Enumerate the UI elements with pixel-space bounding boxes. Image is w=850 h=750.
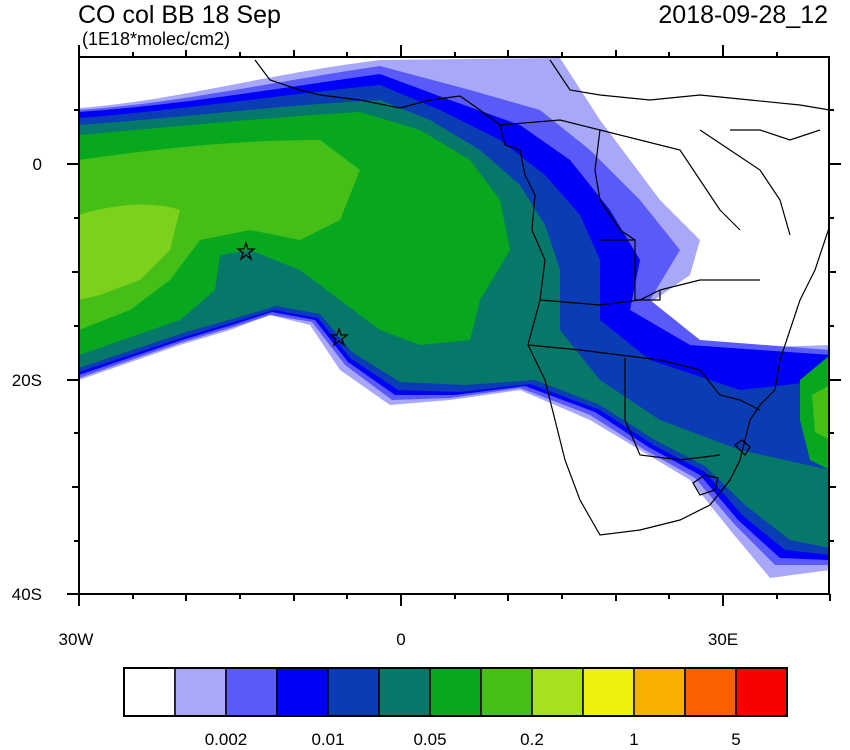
colorbar-swatch (276, 667, 329, 717)
y-tick-label: 40S (11, 585, 42, 604)
colorbar (123, 667, 788, 717)
colorbar-label: 1 (629, 730, 639, 749)
coastlines (254, 59, 829, 536)
colorbar-swatch (735, 667, 788, 717)
colorbar-swatch (633, 667, 686, 717)
colorbar-label: 0.2 (520, 730, 544, 749)
x-tick-label: 30E (707, 630, 739, 649)
co-band-8 (79, 204, 180, 300)
map-title: CO col BB 18 Sep (78, 1, 281, 29)
colorbar-swatch (531, 667, 584, 717)
co-band-7 (79, 140, 360, 330)
y-ticks (67, 109, 841, 595)
colorbar-swatch (429, 667, 482, 717)
star-marker (236, 240, 256, 261)
colorbar-swatch (174, 667, 227, 717)
colorbar-label: 0.002 (204, 730, 248, 749)
y-tick-label: 20S (11, 371, 42, 390)
colorbar-swatch (582, 667, 635, 717)
star-marker (329, 326, 349, 347)
co-band-east-2 (812, 385, 829, 440)
colorbar-swatch (684, 667, 737, 717)
x-tick-label: 0 (396, 630, 406, 649)
y-tick-label: 0 (32, 155, 42, 174)
station-markers (236, 240, 349, 347)
datetime-label: 2018-09-28_12 (658, 1, 828, 29)
colorbar-frame (123, 667, 788, 717)
colorbar-swatch (378, 667, 431, 717)
colorbar-swatch (123, 667, 176, 717)
x-tick-label: 30W (58, 630, 94, 649)
colorbar-swatch (327, 667, 380, 717)
colorbar-swatch (225, 667, 278, 717)
co-field (79, 58, 829, 578)
colorbar-label: 0.01 (311, 730, 345, 749)
x-ticks (78, 45, 831, 606)
colorbar-label: 5 (731, 730, 741, 749)
colorbar-label: 0.05 (413, 730, 447, 749)
units-label: (1E18*molec/cm2) (82, 29, 231, 49)
colorbar-swatch (480, 667, 533, 717)
